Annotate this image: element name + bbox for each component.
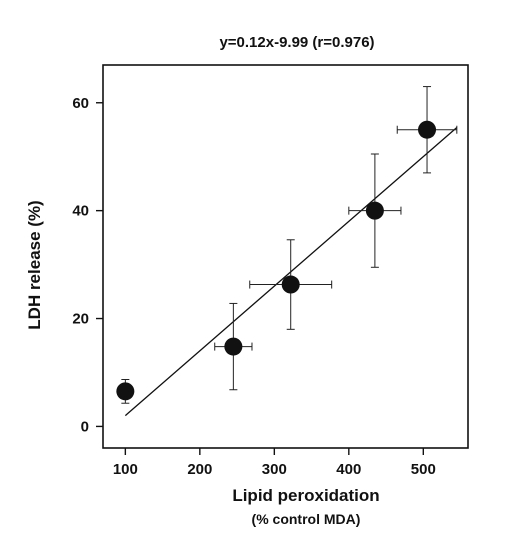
x-axis-sublabel: (% control MDA)	[252, 511, 361, 527]
y-tick-label: 20	[72, 311, 89, 328]
y-tick-label: 60	[72, 95, 89, 112]
x-axis: 100 200 300 400 500	[113, 448, 436, 478]
data-point-marker	[418, 120, 437, 139]
data-point-2	[214, 302, 253, 391]
data-point-4	[348, 153, 402, 268]
y-tick-label: 40	[72, 203, 89, 220]
y-axis: 0 20 40 60	[72, 95, 103, 435]
y-axis-label: LDH release (%)	[25, 200, 44, 329]
x-tick-label: 200	[187, 461, 212, 478]
data-point-marker	[365, 201, 384, 220]
x-tick-label: 100	[113, 461, 138, 478]
x-tick-label: 300	[262, 461, 287, 478]
x-axis-label: Lipid peroxidation	[232, 486, 379, 505]
y-tick-label: 0	[81, 418, 89, 435]
data-point-marker	[224, 337, 243, 356]
plot-frame	[102, 64, 469, 449]
data-point-5	[396, 86, 458, 174]
data-point-1	[116, 378, 135, 404]
chart-title: y=0.12x-9.99 (r=0.976)	[219, 34, 374, 51]
data-points-group	[116, 86, 458, 404]
data-point-marker	[281, 275, 300, 294]
x-tick-label: 500	[411, 461, 436, 478]
data-point-3	[249, 239, 333, 330]
x-tick-label: 400	[336, 461, 361, 478]
data-point-marker	[116, 382, 135, 401]
